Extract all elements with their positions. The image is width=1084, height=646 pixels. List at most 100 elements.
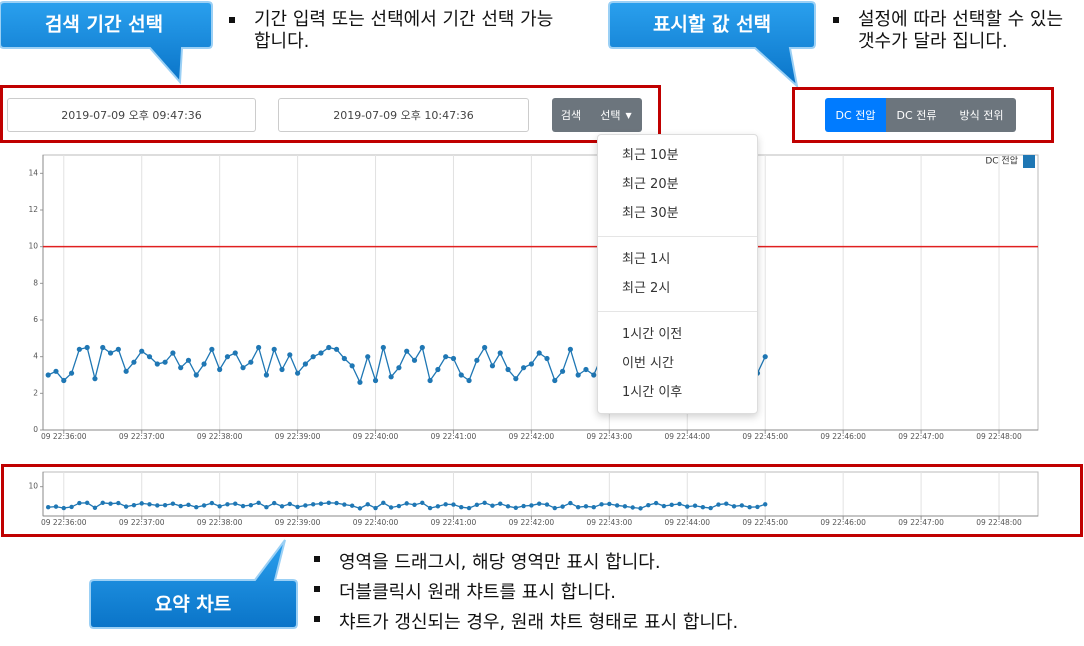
data-point bbox=[739, 503, 745, 508]
dropdown-item[interactable]: 이번 시간 bbox=[622, 356, 674, 371]
search-button[interactable]: 검색 bbox=[552, 98, 590, 132]
highlight-box bbox=[792, 87, 1054, 143]
data-point bbox=[139, 501, 144, 506]
data-point bbox=[669, 502, 674, 508]
data-point bbox=[178, 365, 184, 371]
dropdown-item[interactable]: 1시간 이후 bbox=[622, 385, 683, 400]
data-point bbox=[123, 504, 129, 509]
data-point bbox=[76, 346, 82, 352]
data-point bbox=[154, 361, 160, 367]
caret: ▼ bbox=[625, 110, 632, 120]
data-point bbox=[497, 350, 503, 356]
start-input[interactable]: 2019-07-09 오후 09:47:36 bbox=[7, 98, 256, 132]
data-point bbox=[505, 504, 511, 509]
data-point bbox=[528, 361, 535, 367]
note-list: 기간 입력 또는 선택에서 기간 선택 가능 합니다. bbox=[226, 9, 556, 53]
callout-text: 표시할 값 선택 bbox=[653, 13, 771, 36]
data-point bbox=[622, 504, 628, 509]
data-point bbox=[567, 346, 573, 352]
data-point bbox=[498, 501, 503, 506]
data-point bbox=[544, 355, 550, 362]
data-point bbox=[575, 372, 581, 378]
data-point bbox=[700, 505, 706, 510]
data-point bbox=[716, 502, 721, 507]
data-point bbox=[459, 505, 464, 510]
data-point bbox=[271, 346, 277, 352]
y-tick-label: 8 bbox=[33, 278, 38, 287]
x-tick-label: 09 22:36:00 bbox=[41, 432, 87, 441]
dropdown-item[interactable]: 최근 30분 bbox=[622, 206, 679, 221]
x-tick-label: 09 22:48:00 bbox=[976, 432, 1022, 441]
x-tick-label: 09 22:44:00 bbox=[664, 432, 710, 441]
data-point bbox=[677, 501, 682, 507]
data-point bbox=[427, 505, 433, 511]
data-point bbox=[209, 500, 215, 506]
dropdown-item[interactable]: 최근 20분 bbox=[622, 177, 679, 192]
data-point bbox=[380, 344, 386, 351]
dropdown-item[interactable]: 최근 10분 bbox=[622, 148, 679, 163]
x-tick-label: 09 22:39:00 bbox=[275, 518, 321, 527]
data-point bbox=[661, 503, 667, 509]
data-point bbox=[482, 500, 487, 505]
data-point bbox=[147, 502, 152, 507]
data-point bbox=[365, 502, 370, 507]
divider bbox=[598, 311, 757, 312]
y-tick-label: 10 bbox=[28, 242, 38, 251]
dropdown-item[interactable]: 1시간 이전 bbox=[622, 327, 683, 342]
data-point bbox=[107, 350, 114, 356]
data-point bbox=[489, 363, 496, 369]
data-point bbox=[450, 355, 457, 362]
data-point bbox=[84, 344, 90, 351]
data-point bbox=[349, 363, 355, 369]
data-point bbox=[420, 500, 425, 505]
x-tick-label: 09 22:42:00 bbox=[509, 432, 555, 441]
data-point bbox=[490, 503, 495, 508]
data-point bbox=[225, 502, 230, 507]
data-point bbox=[724, 501, 729, 506]
data-point bbox=[155, 503, 160, 508]
x-tick-label: 09 22:40:00 bbox=[353, 432, 399, 441]
dropdown-item[interactable]: 최근 2시 bbox=[622, 281, 671, 296]
data-point bbox=[287, 501, 293, 507]
note: 영역을 드래그시, 해당 영역만 표시 합니다. bbox=[311, 548, 911, 578]
data-point bbox=[294, 370, 301, 376]
data-point bbox=[295, 504, 300, 510]
data-point bbox=[568, 500, 573, 506]
x-tick-label: 09 22:47:00 bbox=[898, 432, 944, 441]
y-tick-label: 2 bbox=[33, 388, 38, 397]
plot-frame bbox=[42, 154, 1039, 431]
data-point bbox=[201, 503, 207, 508]
x-tick-label: 09 22:38:00 bbox=[197, 432, 243, 441]
value-button[interactable]: DC 전압 bbox=[825, 98, 886, 132]
value-button[interactable]: DC 전류 bbox=[886, 98, 947, 132]
data-point bbox=[318, 350, 324, 356]
data-point bbox=[279, 504, 285, 509]
callout-text: 요약 차트 bbox=[155, 594, 232, 616]
data-point bbox=[131, 359, 137, 365]
x-tick-label: 09 22:41:00 bbox=[431, 518, 477, 527]
note: 더블클릭시 원래 챠트를 표시 합니다. bbox=[311, 578, 911, 608]
callout: 표시할 값 선택 bbox=[608, 1, 816, 89]
dropdown-item[interactable]: 최근 1시 bbox=[622, 252, 671, 267]
data-point bbox=[61, 377, 67, 384]
callout-text: 검색 기간 선택 bbox=[45, 14, 163, 36]
data-point bbox=[201, 361, 207, 367]
select-button[interactable]: 선택 ▼ bbox=[590, 98, 642, 132]
x-tick-label: 09 22:44:00 bbox=[664, 518, 710, 527]
data-point bbox=[692, 503, 698, 508]
x-tick-label: 09 22:40:00 bbox=[353, 518, 399, 527]
data-point bbox=[685, 504, 690, 509]
end-input[interactable]: 2019-07-09 오후 10:47:36 bbox=[278, 98, 529, 132]
data-point bbox=[762, 354, 768, 360]
x-tick-label: 09 22:46:00 bbox=[820, 432, 866, 441]
data-point bbox=[435, 504, 441, 509]
value-button[interactable]: 방식 전위 bbox=[947, 98, 1016, 132]
data-point bbox=[646, 502, 651, 508]
x-tick-label: 09 22:39:00 bbox=[275, 432, 321, 441]
callout: 검색 기간 선택 bbox=[0, 1, 213, 85]
x-tick-label: 09 22:43:00 bbox=[587, 432, 633, 441]
data-point bbox=[68, 370, 75, 376]
legend-swatch bbox=[1023, 155, 1035, 168]
